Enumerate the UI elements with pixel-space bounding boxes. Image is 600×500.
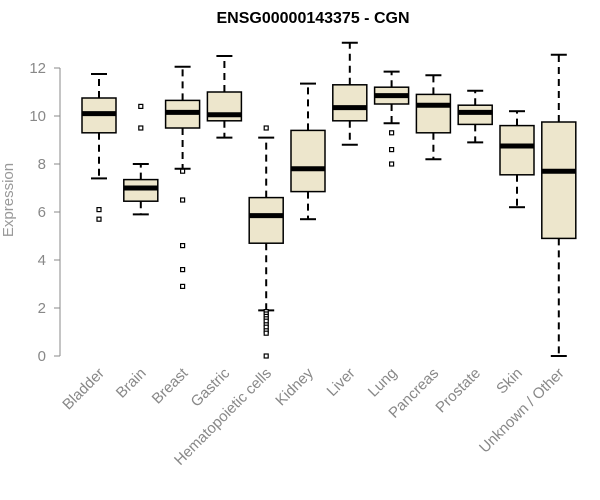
box-iqr bbox=[415, 93, 452, 134]
outlier-point bbox=[138, 103, 144, 110]
box-pancreas bbox=[415, 74, 452, 161]
outlier-point bbox=[180, 168, 186, 174]
x-category-label: Breast bbox=[149, 364, 192, 407]
y-tick-label: 2 bbox=[38, 300, 46, 317]
box-prostate bbox=[457, 89, 493, 144]
y-tick-label: 0 bbox=[38, 348, 46, 365]
box-unknown-other bbox=[541, 53, 577, 357]
outlier-point bbox=[96, 216, 102, 222]
x-category-label: Kidney bbox=[272, 364, 317, 409]
box-lung bbox=[373, 70, 410, 167]
box-brain bbox=[123, 103, 159, 216]
outlier-point bbox=[389, 130, 395, 136]
box-breast bbox=[164, 65, 201, 289]
outlier-point bbox=[96, 207, 102, 213]
x-category-label: Liver bbox=[324, 365, 359, 400]
outlier-point bbox=[180, 197, 186, 203]
box-gastric bbox=[206, 55, 243, 139]
outlier-point bbox=[180, 243, 186, 249]
box-iqr bbox=[248, 196, 284, 244]
y-tick-label: 10 bbox=[29, 108, 46, 125]
outlier-point bbox=[180, 283, 186, 289]
y-tick-label: 8 bbox=[38, 156, 46, 173]
y-tick-label: 4 bbox=[38, 252, 46, 269]
outlier-point bbox=[389, 147, 395, 153]
box-liver bbox=[332, 41, 368, 146]
outlier-point bbox=[138, 125, 144, 131]
outlier-point bbox=[263, 125, 269, 131]
y-axis: 0 2 4 6 8 10 12 bbox=[29, 60, 61, 365]
outlier-point bbox=[263, 353, 269, 359]
outlier-point bbox=[180, 267, 186, 273]
chart-title: ENSG00000143375 - CGN bbox=[217, 10, 410, 27]
x-category-label: Lung bbox=[365, 365, 401, 401]
x-category-label: Brain bbox=[113, 365, 150, 402]
box-iqr bbox=[332, 84, 368, 122]
y-tick-label: 12 bbox=[29, 60, 46, 77]
outlier-point bbox=[263, 330, 269, 336]
x-category-label: Bladder bbox=[59, 365, 108, 414]
box-kidney bbox=[290, 82, 326, 221]
box-skin bbox=[499, 110, 535, 209]
box-bladder bbox=[81, 73, 117, 222]
x-category-label: Skin bbox=[493, 365, 526, 398]
outlier-point bbox=[389, 161, 395, 167]
x-category-label: Prostate bbox=[432, 365, 484, 417]
box-iqr bbox=[499, 124, 535, 176]
y-axis-label: Expression bbox=[0, 163, 17, 237]
box-iqr bbox=[290, 129, 326, 193]
box-hematopoietic-cells bbox=[248, 125, 284, 359]
y-tick-label: 6 bbox=[38, 204, 46, 221]
boxes-group bbox=[81, 41, 577, 359]
box-iqr bbox=[541, 121, 577, 240]
